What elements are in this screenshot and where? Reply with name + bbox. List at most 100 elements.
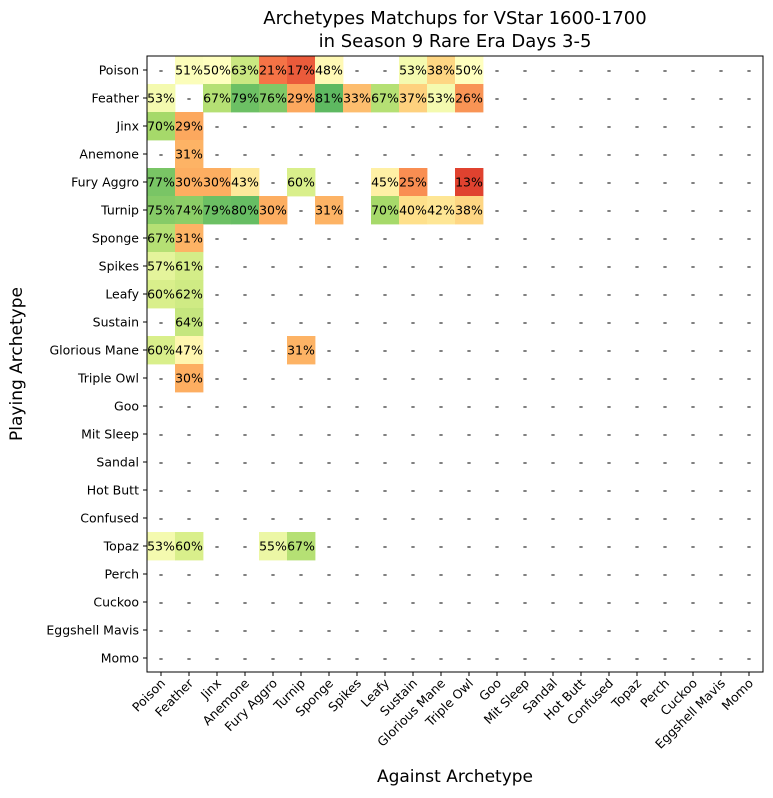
cell-missing-label: -	[635, 567, 640, 582]
cell-missing-label: -	[299, 119, 304, 134]
cell-missing-label: -	[579, 119, 584, 134]
cell-missing-label: -	[411, 343, 416, 358]
cell-missing-label: -	[271, 175, 276, 190]
cell-missing-label: -	[607, 483, 612, 498]
cell-missing-label: -	[551, 63, 556, 78]
heatmap-cell	[287, 56, 316, 85]
cell-missing-label: -	[383, 567, 388, 582]
cell-missing-label: -	[411, 231, 416, 246]
cell-value-label: 79%	[231, 91, 259, 106]
y-tick-label: Perch	[105, 567, 139, 582]
cell-missing-label: -	[523, 231, 528, 246]
heatmap-cell	[231, 56, 260, 85]
cell-missing-label: -	[523, 651, 528, 666]
cell-missing-label: -	[271, 483, 276, 498]
cell-missing-label: -	[719, 399, 724, 414]
cell-missing-label: -	[439, 595, 444, 610]
cell-missing-label: -	[271, 259, 276, 274]
cell-missing-label: -	[607, 91, 612, 106]
cell-missing-label: -	[271, 511, 276, 526]
cell-missing-label: -	[299, 483, 304, 498]
cell-missing-label: -	[691, 371, 696, 386]
cell-missing-label: -	[691, 455, 696, 470]
cell-missing-label: -	[243, 595, 248, 610]
cell-missing-label: -	[271, 231, 276, 246]
cell-missing-label: -	[719, 483, 724, 498]
cell-missing-label: -	[551, 483, 556, 498]
cell-value-label: 63%	[231, 63, 259, 78]
cell-missing-label: -	[495, 119, 500, 134]
cell-value-label: 79%	[203, 203, 231, 218]
cell-missing-label: -	[271, 651, 276, 666]
cell-missing-label: -	[383, 399, 388, 414]
heatmap-cell	[231, 196, 260, 225]
cell-missing-label: -	[299, 259, 304, 274]
cell-missing-label: -	[159, 623, 164, 638]
cell-missing-label: -	[635, 287, 640, 302]
cell-missing-label: -	[551, 231, 556, 246]
cell-missing-label: -	[691, 567, 696, 582]
cell-missing-label: -	[467, 119, 472, 134]
heatmap-cell	[175, 140, 204, 169]
cell-missing-label: -	[663, 623, 668, 638]
cell-missing-label: -	[663, 63, 668, 78]
cell-missing-label: -	[411, 455, 416, 470]
cell-missing-label: -	[607, 399, 612, 414]
cell-missing-label: -	[187, 567, 192, 582]
cell-missing-label: -	[243, 511, 248, 526]
cell-missing-label: -	[523, 399, 528, 414]
cell-missing-label: -	[327, 147, 332, 162]
cell-missing-label: -	[719, 427, 724, 442]
cell-missing-label: -	[327, 287, 332, 302]
heatmap-cell	[203, 168, 232, 197]
cell-value-label: 53%	[147, 91, 175, 106]
cell-missing-label: -	[607, 147, 612, 162]
cell-missing-label: -	[607, 595, 612, 610]
cell-missing-label: -	[159, 315, 164, 330]
y-tick-label: Cuckoo	[93, 595, 139, 610]
cell-missing-label: -	[327, 455, 332, 470]
cell-value-label: 25%	[399, 175, 427, 190]
cell-missing-label: -	[551, 651, 556, 666]
heatmap-cells: -51% 50% 63% 21% 17% 48% - -53% 38% 50% - - - - - - - - - -…	[147, 56, 751, 666]
cell-missing-label: -	[579, 63, 584, 78]
cell-missing-label: -	[663, 175, 668, 190]
cell-missing-label: -	[635, 455, 640, 470]
heatmap-cell	[175, 168, 204, 197]
y-tick-label: Sustain	[93, 315, 139, 330]
heatmap-cell	[399, 196, 428, 225]
heatmap-cell	[427, 56, 456, 85]
heatmap-cell	[175, 280, 204, 309]
cell-missing-label: -	[327, 567, 332, 582]
heatmap-cell	[371, 84, 400, 113]
cell-missing-label: -	[299, 455, 304, 470]
cell-missing-label: -	[383, 287, 388, 302]
cell-missing-label: -	[747, 539, 752, 554]
cell-missing-label: -	[467, 539, 472, 554]
cell-missing-label: -	[383, 371, 388, 386]
cell-missing-label: -	[523, 63, 528, 78]
cell-missing-label: -	[495, 399, 500, 414]
cell-missing-label: -	[719, 259, 724, 274]
cell-missing-label: -	[495, 595, 500, 610]
cell-value-label: 51%	[175, 63, 203, 78]
cell-value-label: 31%	[315, 203, 343, 218]
cell-missing-label: -	[271, 455, 276, 470]
cell-missing-label: -	[495, 91, 500, 106]
cell-missing-label: -	[747, 91, 752, 106]
cell-missing-label: -	[663, 203, 668, 218]
cell-missing-label: -	[243, 231, 248, 246]
cell-missing-label: -	[747, 623, 752, 638]
cell-missing-label: -	[747, 595, 752, 610]
cell-missing-label: -	[243, 399, 248, 414]
cell-value-label: 29%	[175, 119, 203, 134]
cell-missing-label: -	[635, 231, 640, 246]
cell-value-label: 30%	[175, 371, 203, 386]
cell-missing-label: -	[635, 119, 640, 134]
cell-missing-label: -	[523, 567, 528, 582]
cell-missing-label: -	[551, 91, 556, 106]
cell-missing-label: -	[411, 147, 416, 162]
cell-missing-label: -	[215, 511, 220, 526]
heatmap-cell	[147, 196, 176, 225]
cell-missing-label: -	[551, 119, 556, 134]
